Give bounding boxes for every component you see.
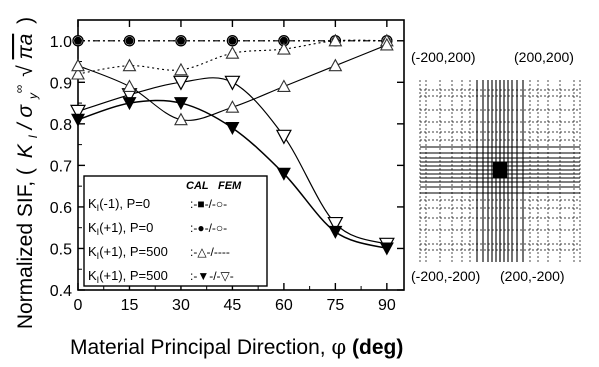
x-tick-label: 45	[224, 297, 242, 314]
legend-entry-sub: I	[97, 275, 100, 285]
legend-key-2: :-△-/----	[190, 245, 230, 259]
y-tick-label: 0.8	[50, 117, 72, 134]
series-1-cal-point	[125, 36, 134, 45]
series-1-cal-point	[74, 36, 82, 45]
series-3-cal-point	[328, 225, 343, 239]
legend-key-3: :-▼-/-▽-	[190, 269, 234, 283]
legend-key-1: :-●-/-○-	[190, 221, 227, 235]
y-axis-label-main: Normalized SIF, (	[14, 168, 37, 329]
series-3-fem-point	[275, 129, 292, 145]
series-2	[71, 33, 394, 80]
series-2-cal-point	[276, 41, 291, 55]
mesh-corner-bottom-left: (-200,-200)	[411, 268, 480, 284]
mesh-corner-bottom-right: (200,-200)	[500, 268, 565, 284]
y-axis-label-sigma-sub: y	[26, 92, 40, 100]
y-tick-label: 0.4	[50, 283, 72, 300]
mesh-panel: (-200,200) (200,200) (-200,-200) (200,-200)	[411, 49, 581, 284]
series-2-cal-point	[174, 62, 188, 76]
series-3-cal-point	[379, 242, 394, 256]
extra-curve-point	[225, 100, 240, 113]
mesh-crack-center	[493, 162, 507, 178]
extra-curve-point	[328, 58, 343, 72]
legend-entry-k: K	[88, 196, 97, 211]
mesh-corner-top-left: (-200,200)	[411, 49, 476, 65]
legend-entry-sub: I	[97, 251, 100, 261]
y-axis-label-k-sub: I	[26, 134, 40, 138]
y-axis-label-slash: / σ	[14, 104, 37, 132]
y-axis-label-close: )	[14, 17, 37, 24]
legend-header-cal: CAL	[186, 180, 209, 192]
series-3-cal-point	[276, 167, 291, 181]
legend-entry-k: K	[88, 244, 97, 259]
series-layer	[69, 33, 395, 256]
legend-entry-2: KI(+1), P=500	[88, 244, 168, 261]
extra-curve-point	[122, 79, 137, 93]
y-axis-label: Normalized SIF, ( K I / σ y ∞ √ πa )	[5, 17, 42, 329]
y-tick-label: 1.0	[50, 34, 72, 51]
series-3	[69, 75, 395, 256]
x-tick-label: 0	[74, 297, 83, 314]
x-tick-label: 90	[378, 297, 396, 314]
y-axis-label-k: K	[14, 143, 37, 158]
extra-curve-point	[276, 79, 291, 93]
x-axis-label-main: Material Principal Direction,	[70, 336, 331, 359]
legend-header-fem: FEM	[218, 180, 242, 192]
series-3-cal-point	[173, 97, 188, 111]
series-3-fem-point	[172, 75, 189, 91]
legend-entry-k: K	[88, 220, 97, 235]
axes: 0 15 30 45 60 75 90 0.4 0.5 0.6 0.7 0.8 0.9 1.0	[50, 19, 405, 314]
x-tick-label: 75	[326, 297, 344, 314]
series-3-cal-point	[122, 97, 137, 111]
series-3-fem-point	[327, 216, 344, 232]
legend-entry-rest: (-1), P=0	[99, 196, 150, 211]
series-3-cal-point	[71, 113, 85, 127]
legend-entry-rest: (+1), P=500	[99, 268, 168, 283]
extra-curve-point	[71, 58, 85, 72]
x-axis-label: Material Principal Direction, φ (deg)	[70, 335, 403, 359]
y-tick-label: 0.7	[50, 158, 72, 175]
extra-curve-point	[379, 37, 394, 51]
x-tick-label: 60	[275, 297, 293, 314]
y-axis-label-pia: πa	[14, 34, 37, 60]
y-tick-label: 0.6	[50, 200, 72, 217]
legend-entry-k: K	[88, 268, 97, 283]
legend-key-0: :-■-/-○-	[190, 197, 227, 211]
legend-entry-rest: (+1), P=0	[99, 220, 153, 235]
extra-curve-point	[174, 112, 188, 126]
series-3-fem-point	[224, 75, 241, 91]
legend-box	[83, 175, 268, 287]
x-axis-label-unit: (deg)	[352, 336, 403, 359]
legend-entry-sub: I	[97, 227, 100, 237]
legend-entry-1: KI(+1), P=0	[88, 220, 153, 237]
series-2-cal-point	[328, 33, 343, 47]
series-2-cal-point	[71, 66, 85, 80]
series-1-cal-point	[279, 36, 288, 45]
y-axis-label-sigma-sup: ∞	[12, 85, 26, 94]
plot-frame	[77, 19, 405, 291]
series-3-cal-point	[225, 122, 240, 135]
y-tick-label: 0.5	[50, 241, 72, 258]
x-tick-label: 15	[121, 297, 139, 314]
series-2-cal-point	[225, 46, 240, 59]
x-axis-label-symbol: φ	[331, 335, 346, 359]
legend-entry-rest: (+1), P=500	[99, 244, 168, 259]
legend-entry-0: KI(-1), P=0	[88, 196, 150, 213]
series-1-cal-point	[176, 36, 185, 45]
series-2-cal-point	[122, 58, 137, 72]
series-1-cal-point	[228, 36, 237, 45]
series-3-fem-point	[69, 104, 87, 120]
y-tick-label: 0.9	[50, 75, 72, 92]
legend-entry-3: KI(+1), P=500	[88, 268, 168, 285]
mesh-grid	[419, 80, 581, 262]
x-tick-label: 30	[172, 297, 190, 314]
legend-entry-sub: I	[97, 203, 100, 213]
y-axis-label-root: √	[14, 65, 37, 77]
extra-curve-0	[71, 37, 394, 126]
mesh-corner-top-right: (200,200)	[514, 49, 574, 65]
